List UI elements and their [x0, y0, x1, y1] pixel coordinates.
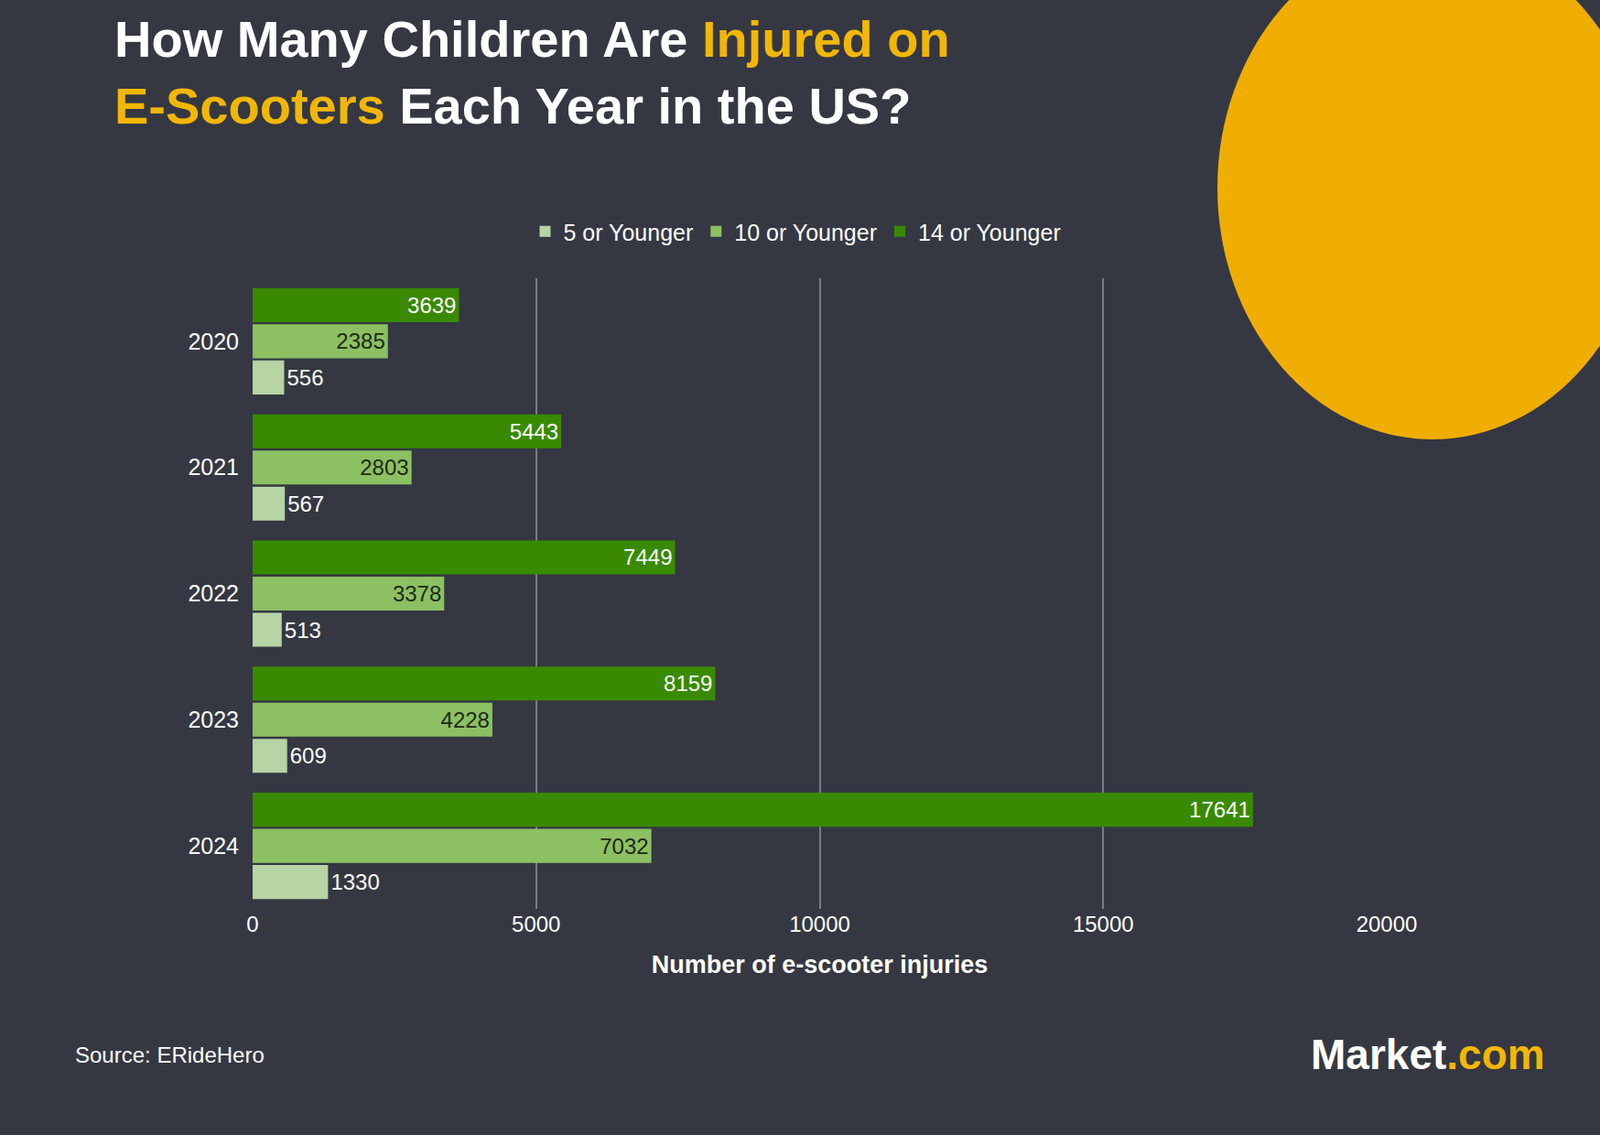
svg-text:1330: 1330 [330, 869, 379, 895]
svg-text:14 or Younger: 14 or Younger [918, 219, 1061, 246]
svg-text:5443: 5443 [509, 419, 559, 444]
svg-text:2022: 2022 [187, 580, 239, 606]
svg-text:556: 556 [286, 365, 324, 390]
svg-text:2385: 2385 [335, 328, 385, 354]
svg-text:Market.com: Market.com [1310, 1030, 1546, 1079]
svg-text:10000: 10000 [789, 911, 851, 937]
svg-text:10 or Younger: 10 or Younger [734, 219, 877, 246]
svg-text:5 or Younger: 5 or Younger [563, 219, 694, 246]
svg-text:4228: 4228 [441, 707, 490, 733]
svg-text:Number of e-scooter injuries: Number of e-scooter injuries [651, 951, 989, 979]
svg-text:567: 567 [287, 491, 325, 517]
svg-text:5000: 5000 [511, 911, 561, 937]
svg-text:513: 513 [284, 617, 322, 643]
svg-text:15000: 15000 [1072, 911, 1135, 937]
svg-text:2021: 2021 [187, 454, 239, 480]
svg-text:2024: 2024 [187, 832, 239, 859]
svg-text:2803: 2803 [359, 454, 409, 480]
svg-text:17641: 17641 [1189, 797, 1251, 822]
svg-text:7032: 7032 [599, 833, 649, 859]
svg-text:2020: 2020 [187, 328, 239, 355]
svg-text:8159: 8159 [663, 670, 713, 696]
svg-text:How Many Children Are Injured: How Many Children Are Injured onE-Scoote… [114, 10, 951, 135]
svg-text:0: 0 [246, 911, 259, 937]
svg-text:3378: 3378 [392, 581, 442, 606]
svg-text:2023: 2023 [187, 706, 239, 733]
svg-text:Source: ERideHero: Source: ERideHero [75, 1042, 265, 1068]
svg-text:7449: 7449 [623, 544, 672, 570]
svg-text:3639: 3639 [407, 292, 456, 318]
svg-text:20000: 20000 [1356, 911, 1418, 937]
svg-text:609: 609 [290, 743, 327, 768]
